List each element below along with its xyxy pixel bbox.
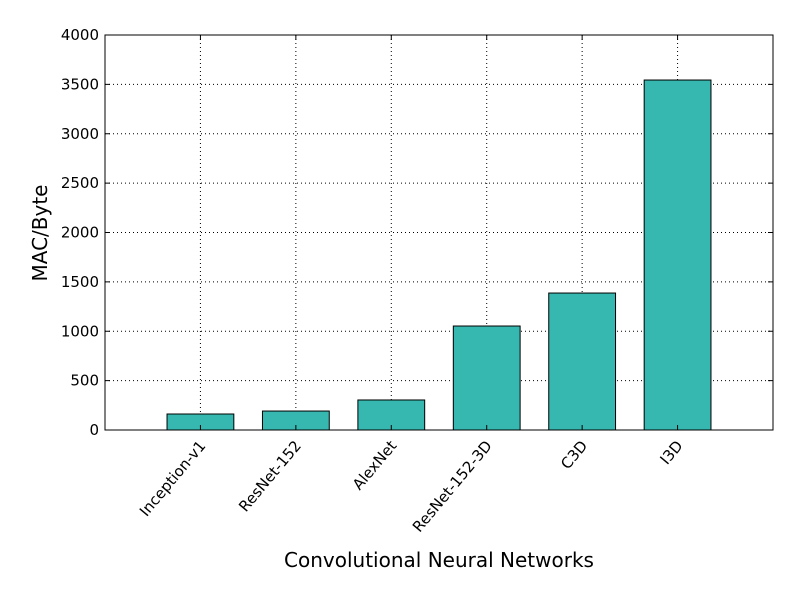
- x-tick-label: ResNet-152: [235, 437, 305, 515]
- bar: [643, 79, 712, 431]
- y-tick-label: 500: [70, 372, 99, 390]
- bar: [452, 325, 521, 431]
- x-tick-label: ResNet-152-3D: [409, 437, 496, 536]
- x-axis-label: Convolutional Neural Networks: [284, 548, 594, 572]
- x-tick-label: C3D: [557, 437, 591, 473]
- y-tick-label: 2000: [61, 224, 99, 242]
- y-tick-label: 4000: [61, 26, 99, 44]
- y-axis-label: MAC/Byte: [28, 185, 52, 282]
- bar: [548, 292, 617, 431]
- y-tick-label: 0: [89, 421, 99, 439]
- y-tick-label: 3500: [61, 75, 99, 93]
- plot-frame: [104, 34, 774, 431]
- y-tick-label: 3000: [61, 125, 99, 143]
- x-tick-label: Inception-v1: [136, 437, 210, 520]
- y-tick-label: 2500: [61, 174, 99, 192]
- y-tick-label: 1000: [61, 322, 99, 340]
- x-tick-label: AlexNet: [349, 437, 401, 494]
- bar: [357, 399, 426, 431]
- y-tick-label: 1500: [61, 273, 99, 291]
- x-tick-label: I3D: [656, 437, 686, 468]
